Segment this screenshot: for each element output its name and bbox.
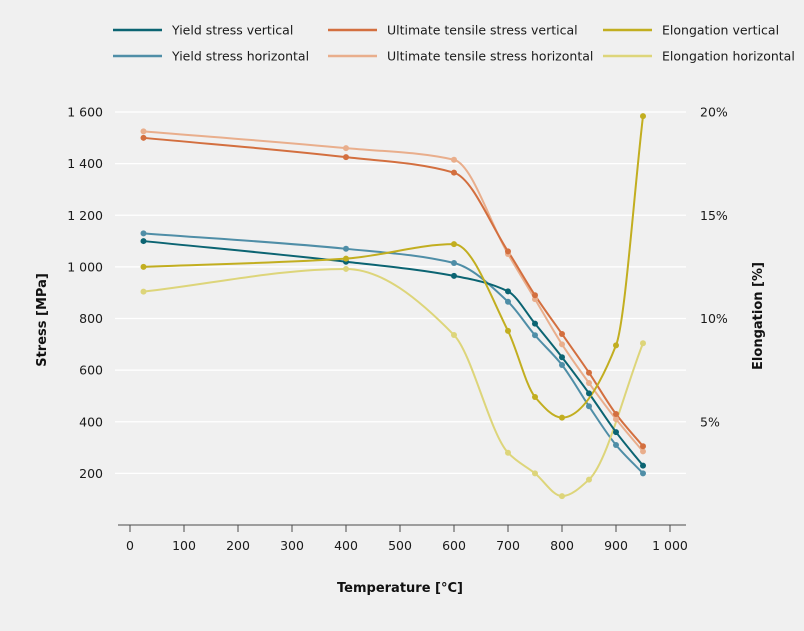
data-point: [640, 113, 646, 120]
data-point: [532, 393, 538, 400]
data-point: [613, 441, 619, 448]
x-tick-label: 100: [172, 538, 196, 553]
y2-tick-label: 10%: [700, 311, 728, 326]
data-point: [343, 154, 349, 161]
data-point: [640, 340, 646, 347]
data-point: [505, 327, 511, 334]
data-point: [505, 288, 511, 295]
x-tick-label: 700: [496, 538, 520, 553]
x-tick-label: 600: [442, 538, 466, 553]
data-point: [505, 248, 511, 255]
x-tick-label: 300: [280, 538, 304, 553]
data-point: [140, 263, 147, 270]
y-axis-title: Stress [MPa]: [35, 273, 50, 367]
data-point: [559, 361, 565, 368]
data-point: [140, 134, 147, 141]
data-point: [140, 288, 147, 295]
data-point: [140, 238, 147, 245]
y-tick-label: 800: [79, 311, 103, 326]
data-point: [343, 255, 349, 262]
data-point: [451, 241, 457, 248]
y-tick-label: 400: [79, 414, 103, 429]
data-point: [640, 448, 646, 455]
data-point: [532, 470, 538, 477]
y2-tick-label: 15%: [700, 208, 728, 223]
grid-lines: [115, 111, 686, 474]
data-point: [586, 390, 592, 397]
data-point: [505, 449, 511, 456]
y2-tick-label: 5%: [700, 414, 720, 429]
data-point: [532, 320, 538, 327]
data-point: [343, 145, 349, 152]
legend-entry: Elongation vertical: [662, 23, 779, 38]
series-line: [143, 130, 644, 453]
data-point: [559, 341, 565, 348]
data-point: [559, 354, 565, 361]
data-point: [451, 260, 457, 267]
data-point: [640, 470, 646, 477]
axes: 200 400 600 800 1 000 1 200 1 400 1 600 5% 10% 15%…: [67, 105, 728, 554]
y2-axis-title: Elongation [%]: [751, 262, 766, 370]
series-line: [143, 136, 644, 447]
data-point: [140, 128, 147, 135]
x-tick-label: 500: [388, 538, 412, 553]
data-point: [640, 462, 646, 469]
data-point: [140, 230, 147, 237]
data-point: [613, 429, 619, 436]
data-point: [613, 416, 619, 423]
x-tick-label: 200: [226, 538, 250, 553]
data-point: [613, 411, 619, 418]
legend-entry: Yield stress vertical: [171, 23, 293, 38]
legend: Yield stress vertical Ultimate tensile st…: [113, 23, 795, 64]
x-tick-label: 900: [604, 538, 628, 553]
data-point: [451, 169, 457, 176]
data-point: [451, 272, 457, 279]
x-axis-title: Temperature [°C]: [337, 581, 463, 596]
data-point: [343, 245, 349, 252]
series-line: [143, 267, 644, 498]
legend-entry: Elongation horizontal: [662, 49, 795, 64]
data-point: [505, 298, 511, 305]
x-tick-label: 800: [550, 538, 574, 553]
data-point: [586, 369, 592, 376]
data-point: [586, 380, 592, 387]
series-line: [143, 116, 644, 419]
y-tick-label: 1 000: [67, 259, 103, 274]
series-points: [140, 113, 646, 500]
data-point: [559, 493, 565, 500]
y-tick-label: 1 400: [67, 156, 103, 171]
data-point: [451, 332, 457, 339]
legend-entry: Yield stress horizontal: [171, 49, 309, 64]
y-tick-label: 600: [79, 363, 103, 378]
data-point: [559, 414, 565, 421]
data-point: [586, 476, 592, 483]
data-point: [586, 403, 592, 410]
series-lines: [143, 116, 644, 498]
y-tick-label: 200: [79, 466, 103, 481]
x-tick-label: 0: [126, 538, 134, 553]
legend-entry: Ultimate tensile stress vertical: [387, 23, 578, 38]
data-point: [532, 292, 538, 299]
data-point: [559, 330, 565, 337]
y-tick-label: 1 600: [67, 105, 103, 120]
data-point: [640, 443, 646, 450]
data-point: [343, 265, 349, 272]
x-tick-label: 1 000: [652, 538, 688, 553]
series-line: [143, 232, 644, 475]
legend-entry: Ultimate tensile stress horizontal: [387, 49, 593, 64]
data-point: [532, 332, 538, 339]
data-point: [451, 156, 457, 163]
x-tick-label: 400: [334, 538, 358, 553]
y2-tick-label: 20%: [700, 105, 728, 120]
y-tick-label: 1 200: [67, 208, 103, 223]
data-point: [613, 342, 619, 349]
